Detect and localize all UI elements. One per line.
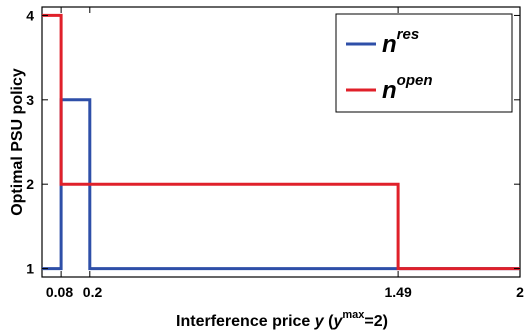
y-tick-label: 1 bbox=[26, 261, 34, 277]
y-tick-label: 4 bbox=[26, 7, 34, 23]
x-tick-label: 2 bbox=[516, 284, 524, 300]
x-tick-label: 0.08 bbox=[46, 284, 73, 300]
x-tick-label: 1.49 bbox=[384, 284, 411, 300]
tick-layer: 0.08 0.2 1.49 2 1 2 3 4 bbox=[26, 7, 524, 300]
legend: nres nopen bbox=[335, 13, 513, 113]
y-tick-label: 2 bbox=[26, 176, 34, 192]
series-line-open bbox=[42, 13, 520, 271]
x-axis-title: Interference price y (ymax=2) bbox=[176, 309, 388, 330]
y-axis-title: Optimal PSU policy bbox=[9, 68, 26, 216]
legend-label-res-sup: res bbox=[397, 26, 420, 43]
legend-label-res: nres bbox=[382, 26, 419, 58]
legend-label-open-sup: open bbox=[397, 72, 433, 89]
series-layer bbox=[42, 13, 520, 271]
x-tick-label: 0.2 bbox=[83, 284, 103, 300]
y-tick-label: 3 bbox=[26, 92, 34, 108]
legend-label-open: nopen bbox=[382, 72, 433, 104]
series-line-res bbox=[42, 98, 520, 271]
legend-box bbox=[335, 13, 513, 113]
